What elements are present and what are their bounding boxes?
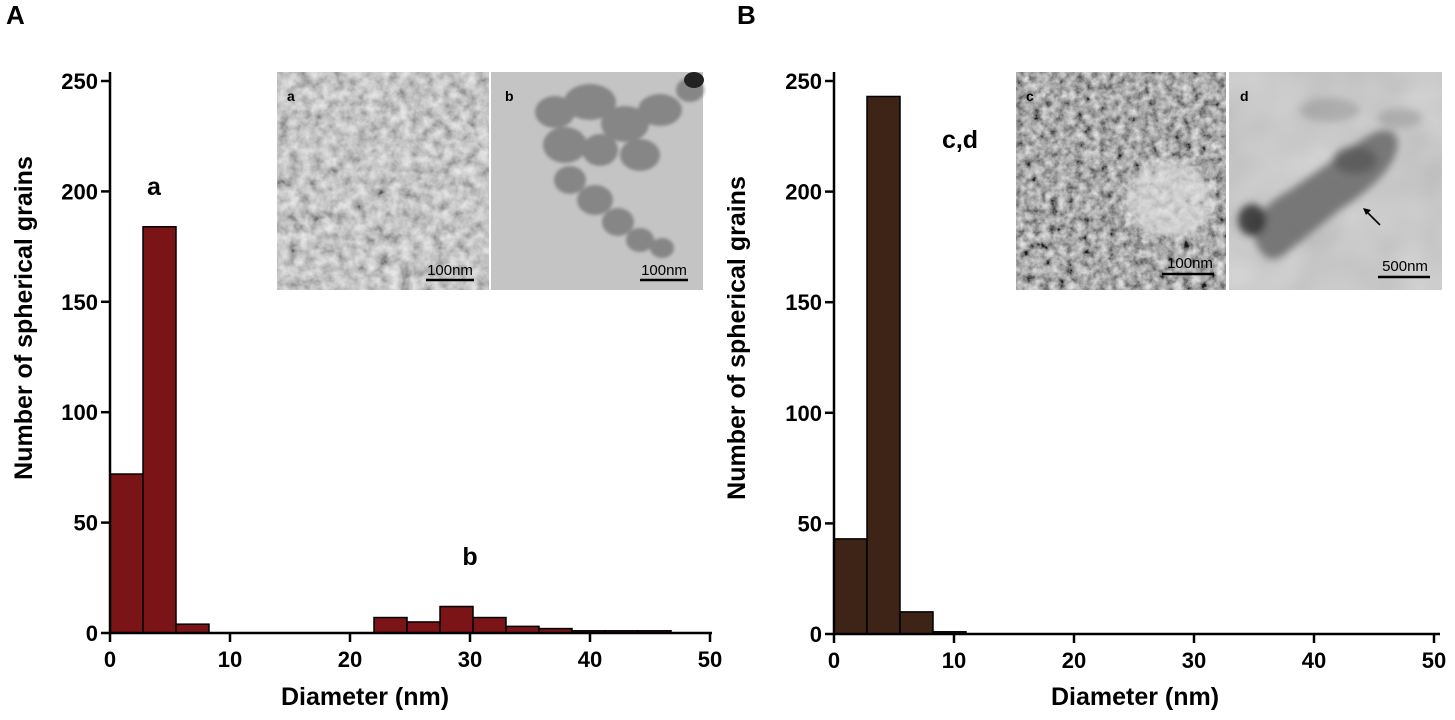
panel-a-x-tick-label: 40 <box>578 647 602 672</box>
panel-b-bar-2 <box>899 611 934 635</box>
panel-b-x-tick-label: 0 <box>828 648 840 673</box>
inset-a-letter: a <box>287 88 295 104</box>
panel-a-bar-2 <box>175 623 210 634</box>
panel-b-y-tick-label: 250 <box>785 69 822 94</box>
panel-a-letter: A <box>6 0 25 30</box>
inset-d-letter: d <box>1240 88 1249 104</box>
panel-b-bar-0 <box>833 538 868 635</box>
tem-inset-a: a 100nm <box>277 72 489 290</box>
inset-b-scale-text: 100nm <box>641 262 687 279</box>
panel-a-bar-3 <box>373 616 408 634</box>
tem-inset-c: c 100nm <box>1016 72 1226 290</box>
tem-inset-b: b 100nm <box>491 72 704 290</box>
panel-b-y-tick-label: 100 <box>785 401 822 426</box>
panel-b-letter: B <box>737 0 756 30</box>
annotation-b: b <box>462 543 477 571</box>
panel-a-x-tick-label: 20 <box>338 647 362 672</box>
panel-a-bar-0 <box>109 473 144 634</box>
panel-a-y-tick-label: 250 <box>61 69 98 94</box>
panel-b-ylabel: Number of spherical grains <box>723 176 751 500</box>
panel-b-bars <box>833 95 967 635</box>
inset-b-letter: b <box>505 88 514 104</box>
panel-a-y-tick-label: 150 <box>61 290 98 315</box>
panel-a-y-tick-label: 200 <box>61 179 98 204</box>
annotation-a: a <box>147 173 162 201</box>
panel-a-x-tick-label: 50 <box>698 647 722 672</box>
panel-b-y-tick-label: 50 <box>798 511 822 536</box>
panel-b-ticks: 0 10 20 30 40 50 0 50 100 150 200 250 <box>785 69 1446 673</box>
panel-a-ticks: 0 10 20 30 40 50 0 50 100 150 200 250 <box>61 69 722 672</box>
panel-b-x-tick-label: 30 <box>1182 648 1206 673</box>
panel-b-bar-1 <box>866 95 901 635</box>
inset-c-letter: c <box>1026 88 1034 104</box>
panel-a-xlabel: Diameter (nm) <box>281 683 449 711</box>
panel-a-bar-5 <box>439 605 474 634</box>
annotation-cd: c,d <box>942 126 978 154</box>
panel-a-ylabel: Number of spherical grains <box>10 156 38 480</box>
panel-a-x-tick-label: 30 <box>458 647 482 672</box>
panel-b-x-tick-label: 20 <box>1062 648 1086 673</box>
panel-a-y-tick-label: 0 <box>86 621 98 646</box>
inset-a-scale-text: 100nm <box>427 262 473 279</box>
panel-a-y-tick-label: 100 <box>61 400 98 425</box>
panel-a: A 0 10 20 30 40 50 0 50 100 150 200 250 Number of s… <box>6 0 722 711</box>
panel-a-bar-4 <box>406 621 441 634</box>
panel-a-x-tick-label: 10 <box>218 647 242 672</box>
panel-a-x-tick-label: 0 <box>104 647 116 672</box>
panel-b-x-tick-label: 10 <box>942 648 966 673</box>
panel-a-bar-1 <box>142 225 177 634</box>
inset-c-scale-text: 100nm <box>1167 255 1213 272</box>
panel-a-bars <box>109 225 672 634</box>
inset-d-scale-text: 500nm <box>1382 258 1428 275</box>
panel-b-xlabel: Diameter (nm) <box>1051 683 1219 711</box>
panel-b-x-tick-label: 50 <box>1422 648 1446 673</box>
panel-b: B 0 10 20 30 40 50 0 50 100 150 200 250 Number of s… <box>723 0 1446 711</box>
tem-inset-d: d 500nm <box>1229 72 1442 290</box>
panel-b-y-tick-label: 150 <box>785 290 822 315</box>
panel-b-x-tick-label: 40 <box>1302 648 1326 673</box>
panel-b-y-tick-label: 200 <box>785 180 822 205</box>
panel-a-bar-6 <box>472 616 507 634</box>
panel-a-y-tick-label: 50 <box>74 511 98 536</box>
panel-b-y-tick-label: 0 <box>810 622 822 647</box>
